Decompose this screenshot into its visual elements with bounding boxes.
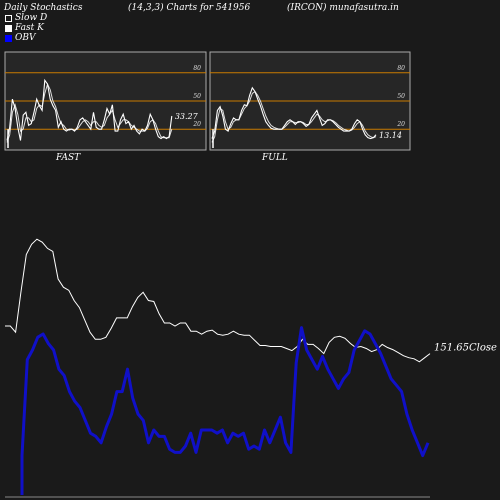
- chart-header-left: Daily Stochastics: [4, 3, 83, 13]
- fast-fast-k-line: [6, 78, 173, 141]
- legend-swatch-filled-icon: [5, 24, 12, 32]
- close-price-line: [5, 238, 431, 363]
- full-y-tick-label: 50: [397, 93, 405, 100]
- legend-label: OBV: [15, 33, 36, 43]
- legend-label: Slow D: [15, 13, 48, 23]
- fast-value-label: 33.27: [175, 112, 199, 121]
- obv-line: [20, 326, 430, 495]
- close-value-label: 151.65Close: [434, 343, 497, 354]
- legend-item-obv: OBV: [5, 33, 36, 43]
- legend-swatch-obv-icon: [5, 34, 12, 42]
- full-value-label: 13.14: [379, 131, 402, 140]
- fast-y-tick-label: 20: [192, 121, 201, 128]
- legend-item-fast-k: Fast K: [5, 23, 44, 33]
- full-y-tick-label: 80: [397, 65, 405, 72]
- full-panel-title: FULL: [262, 153, 288, 163]
- fast-y-tick-label: 50: [193, 93, 201, 100]
- fast-y-tick-label: 80: [193, 65, 201, 72]
- legend-item-slow-d: Slow D: [5, 13, 47, 23]
- chart-header-right: (IRCON) munafasutra.in: [287, 3, 399, 13]
- legend-swatch-outline-icon: [5, 14, 12, 22]
- chart-header-center: (14,3,3) Charts for 541956: [128, 3, 251, 13]
- legend-label: Fast K: [15, 23, 44, 33]
- full-fast-k-line: [211, 86, 377, 140]
- fast-panel-title: FAST: [56, 153, 81, 163]
- full-y-tick-label: 20: [396, 121, 405, 128]
